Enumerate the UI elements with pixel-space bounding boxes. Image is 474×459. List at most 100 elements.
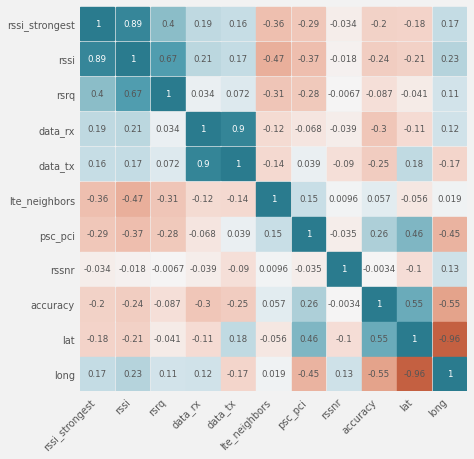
Bar	[81, 287, 114, 321]
Text: 0.13: 0.13	[440, 265, 459, 274]
Bar	[397, 218, 431, 251]
Text: -0.24: -0.24	[121, 300, 144, 309]
Bar	[186, 358, 220, 391]
Bar	[186, 8, 220, 41]
Bar	[433, 43, 466, 76]
Text: 0.17: 0.17	[88, 369, 107, 379]
Bar	[221, 43, 255, 76]
Bar	[221, 218, 255, 251]
Bar	[397, 287, 431, 321]
Text: 0.0096: 0.0096	[258, 265, 288, 274]
Bar	[327, 183, 361, 216]
Bar	[81, 147, 114, 181]
Bar	[397, 322, 431, 356]
Bar	[433, 8, 466, 41]
Text: -0.041: -0.041	[401, 90, 428, 99]
Bar	[151, 147, 185, 181]
Text: -0.068: -0.068	[189, 230, 217, 239]
Text: -0.018: -0.018	[330, 55, 358, 64]
Text: 0.46: 0.46	[299, 335, 318, 344]
Bar	[116, 8, 149, 41]
Bar	[221, 147, 255, 181]
Bar	[116, 358, 149, 391]
Text: -0.17: -0.17	[227, 369, 249, 379]
Text: -0.1: -0.1	[336, 335, 352, 344]
Text: -0.37: -0.37	[298, 55, 319, 64]
Text: -0.29: -0.29	[86, 230, 109, 239]
Text: 0.034: 0.034	[155, 125, 180, 134]
Bar	[327, 147, 361, 181]
Text: 0.46: 0.46	[405, 230, 424, 239]
Bar	[327, 358, 361, 391]
Bar	[397, 78, 431, 111]
Text: 1: 1	[447, 369, 452, 379]
Bar	[186, 43, 220, 76]
Bar	[186, 252, 220, 286]
Text: 0.23: 0.23	[123, 369, 142, 379]
Text: 0.039: 0.039	[296, 160, 321, 169]
Bar	[256, 218, 290, 251]
Text: 1: 1	[130, 55, 135, 64]
Bar	[362, 8, 396, 41]
Bar	[221, 112, 255, 146]
Text: -0.31: -0.31	[156, 195, 179, 204]
Bar	[327, 78, 361, 111]
Text: -0.035: -0.035	[295, 265, 322, 274]
Bar	[81, 8, 114, 41]
Text: -0.056: -0.056	[259, 335, 287, 344]
Text: 0.17: 0.17	[228, 55, 248, 64]
Text: 0.9: 0.9	[231, 125, 245, 134]
Bar	[151, 112, 185, 146]
Text: 0.67: 0.67	[158, 55, 177, 64]
Bar	[292, 147, 326, 181]
Bar	[292, 78, 326, 111]
Bar	[362, 78, 396, 111]
Text: 1: 1	[271, 195, 276, 204]
Bar	[433, 183, 466, 216]
Text: -0.039: -0.039	[189, 265, 217, 274]
Bar	[397, 8, 431, 41]
Text: 0.55: 0.55	[369, 335, 389, 344]
Bar	[292, 183, 326, 216]
Text: 0.4: 0.4	[91, 90, 104, 99]
Text: -0.29: -0.29	[298, 20, 319, 29]
Text: -0.37: -0.37	[121, 230, 144, 239]
Text: 0.18: 0.18	[228, 335, 248, 344]
Text: -0.45: -0.45	[438, 230, 461, 239]
Bar	[151, 183, 185, 216]
Text: 0.034: 0.034	[191, 90, 215, 99]
Text: 0.67: 0.67	[123, 90, 142, 99]
Text: 0.11: 0.11	[440, 90, 459, 99]
Text: 1: 1	[200, 125, 206, 134]
Text: -0.28: -0.28	[156, 230, 179, 239]
Bar	[116, 112, 149, 146]
Bar	[186, 112, 220, 146]
Text: -0.018: -0.018	[118, 265, 146, 274]
Bar	[327, 287, 361, 321]
Bar	[221, 322, 255, 356]
Bar	[433, 147, 466, 181]
Bar	[81, 43, 114, 76]
Text: -0.14: -0.14	[227, 195, 249, 204]
Bar	[116, 147, 149, 181]
Text: -0.11: -0.11	[192, 335, 214, 344]
Bar	[151, 218, 185, 251]
Bar	[292, 43, 326, 76]
Text: -0.21: -0.21	[403, 55, 425, 64]
Text: -0.0067: -0.0067	[327, 90, 360, 99]
Bar	[186, 183, 220, 216]
Text: 0.072: 0.072	[226, 90, 250, 99]
Bar	[221, 8, 255, 41]
Text: -0.3: -0.3	[194, 300, 211, 309]
Bar	[81, 78, 114, 111]
Text: 1: 1	[306, 230, 311, 239]
Text: 0.019: 0.019	[261, 369, 286, 379]
Bar	[221, 287, 255, 321]
Bar	[116, 287, 149, 321]
Text: 0.16: 0.16	[88, 160, 107, 169]
Text: 0.55: 0.55	[405, 300, 424, 309]
Text: -0.12: -0.12	[192, 195, 214, 204]
Bar	[327, 252, 361, 286]
Bar	[256, 183, 290, 216]
Bar	[116, 183, 149, 216]
